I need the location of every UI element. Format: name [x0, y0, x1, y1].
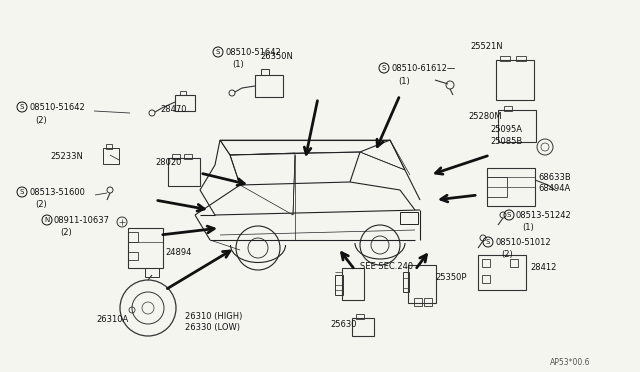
Text: 25280M: 25280M [468, 112, 502, 121]
Bar [261, 69, 269, 75]
Text: 25350P: 25350P [435, 273, 467, 282]
Bar [145, 268, 159, 277]
Bar [175, 95, 195, 111]
Text: 28020: 28020 [155, 158, 181, 167]
Text: S: S [486, 239, 490, 245]
Text: (1): (1) [522, 223, 534, 232]
Text: 25095A: 25095A [490, 125, 522, 134]
Bar [504, 106, 512, 111]
Text: S: S [382, 65, 386, 71]
Text: 25233N: 25233N [50, 152, 83, 161]
Bar [106, 144, 112, 149]
Text: 25630: 25630 [330, 320, 356, 329]
Bar [424, 298, 432, 306]
Text: S: S [20, 189, 24, 195]
Text: 08510-51012: 08510-51012 [495, 238, 550, 247]
Bar [356, 314, 364, 319]
Bar [414, 298, 422, 306]
Bar [184, 154, 192, 159]
Text: 68633B: 68633B [538, 173, 571, 182]
Text: (2): (2) [60, 228, 72, 237]
Text: 08510-51642: 08510-51642 [29, 103, 84, 112]
Bar [400, 212, 418, 224]
Bar [500, 56, 510, 61]
Text: 24894: 24894 [165, 248, 191, 257]
Bar [487, 177, 507, 197]
Text: 26330 (LOW): 26330 (LOW) [185, 323, 240, 332]
Text: (2): (2) [501, 250, 513, 259]
Bar [342, 268, 364, 300]
Bar [128, 232, 138, 242]
Text: (2): (2) [35, 116, 47, 125]
Text: (1): (1) [232, 60, 244, 69]
Text: N: N [44, 217, 50, 223]
Bar [352, 318, 374, 336]
Text: 26310A: 26310A [96, 315, 128, 324]
Bar [128, 252, 138, 260]
Text: 68494A: 68494A [538, 184, 570, 193]
Bar [498, 110, 536, 142]
Bar [496, 60, 534, 100]
Text: S: S [20, 104, 24, 110]
Bar [335, 275, 343, 295]
Text: SEE SEC.240: SEE SEC.240 [360, 262, 413, 271]
Text: AP53*00.6: AP53*00.6 [550, 358, 590, 367]
Bar [516, 56, 526, 61]
Text: 26350N: 26350N [260, 52, 293, 61]
Bar [103, 148, 119, 164]
Text: 08513-51600: 08513-51600 [29, 188, 85, 197]
Text: 08513-51242: 08513-51242 [516, 211, 572, 220]
Bar [478, 255, 526, 290]
Text: 25521N: 25521N [470, 42, 502, 51]
Text: (1): (1) [398, 77, 410, 86]
Text: 08510-61612—: 08510-61612— [391, 64, 455, 73]
Bar [128, 228, 163, 268]
Text: (2): (2) [35, 200, 47, 209]
Text: 08911-10637: 08911-10637 [54, 216, 110, 225]
Bar [168, 158, 200, 186]
Text: 25085B: 25085B [490, 137, 522, 146]
Text: S: S [216, 49, 220, 55]
Text: 26310 (HIGH): 26310 (HIGH) [185, 312, 243, 321]
Bar [408, 265, 436, 303]
Text: 28412: 28412 [530, 263, 556, 272]
Bar [482, 275, 490, 283]
Bar [487, 168, 535, 206]
Bar [255, 75, 283, 97]
Text: 28470: 28470 [160, 105, 186, 114]
Bar [510, 259, 518, 267]
Bar [403, 272, 409, 292]
Bar [180, 91, 186, 95]
Text: S: S [507, 212, 511, 218]
Text: 08510-51642: 08510-51642 [225, 48, 281, 57]
Bar [482, 259, 490, 267]
Bar [172, 154, 180, 159]
